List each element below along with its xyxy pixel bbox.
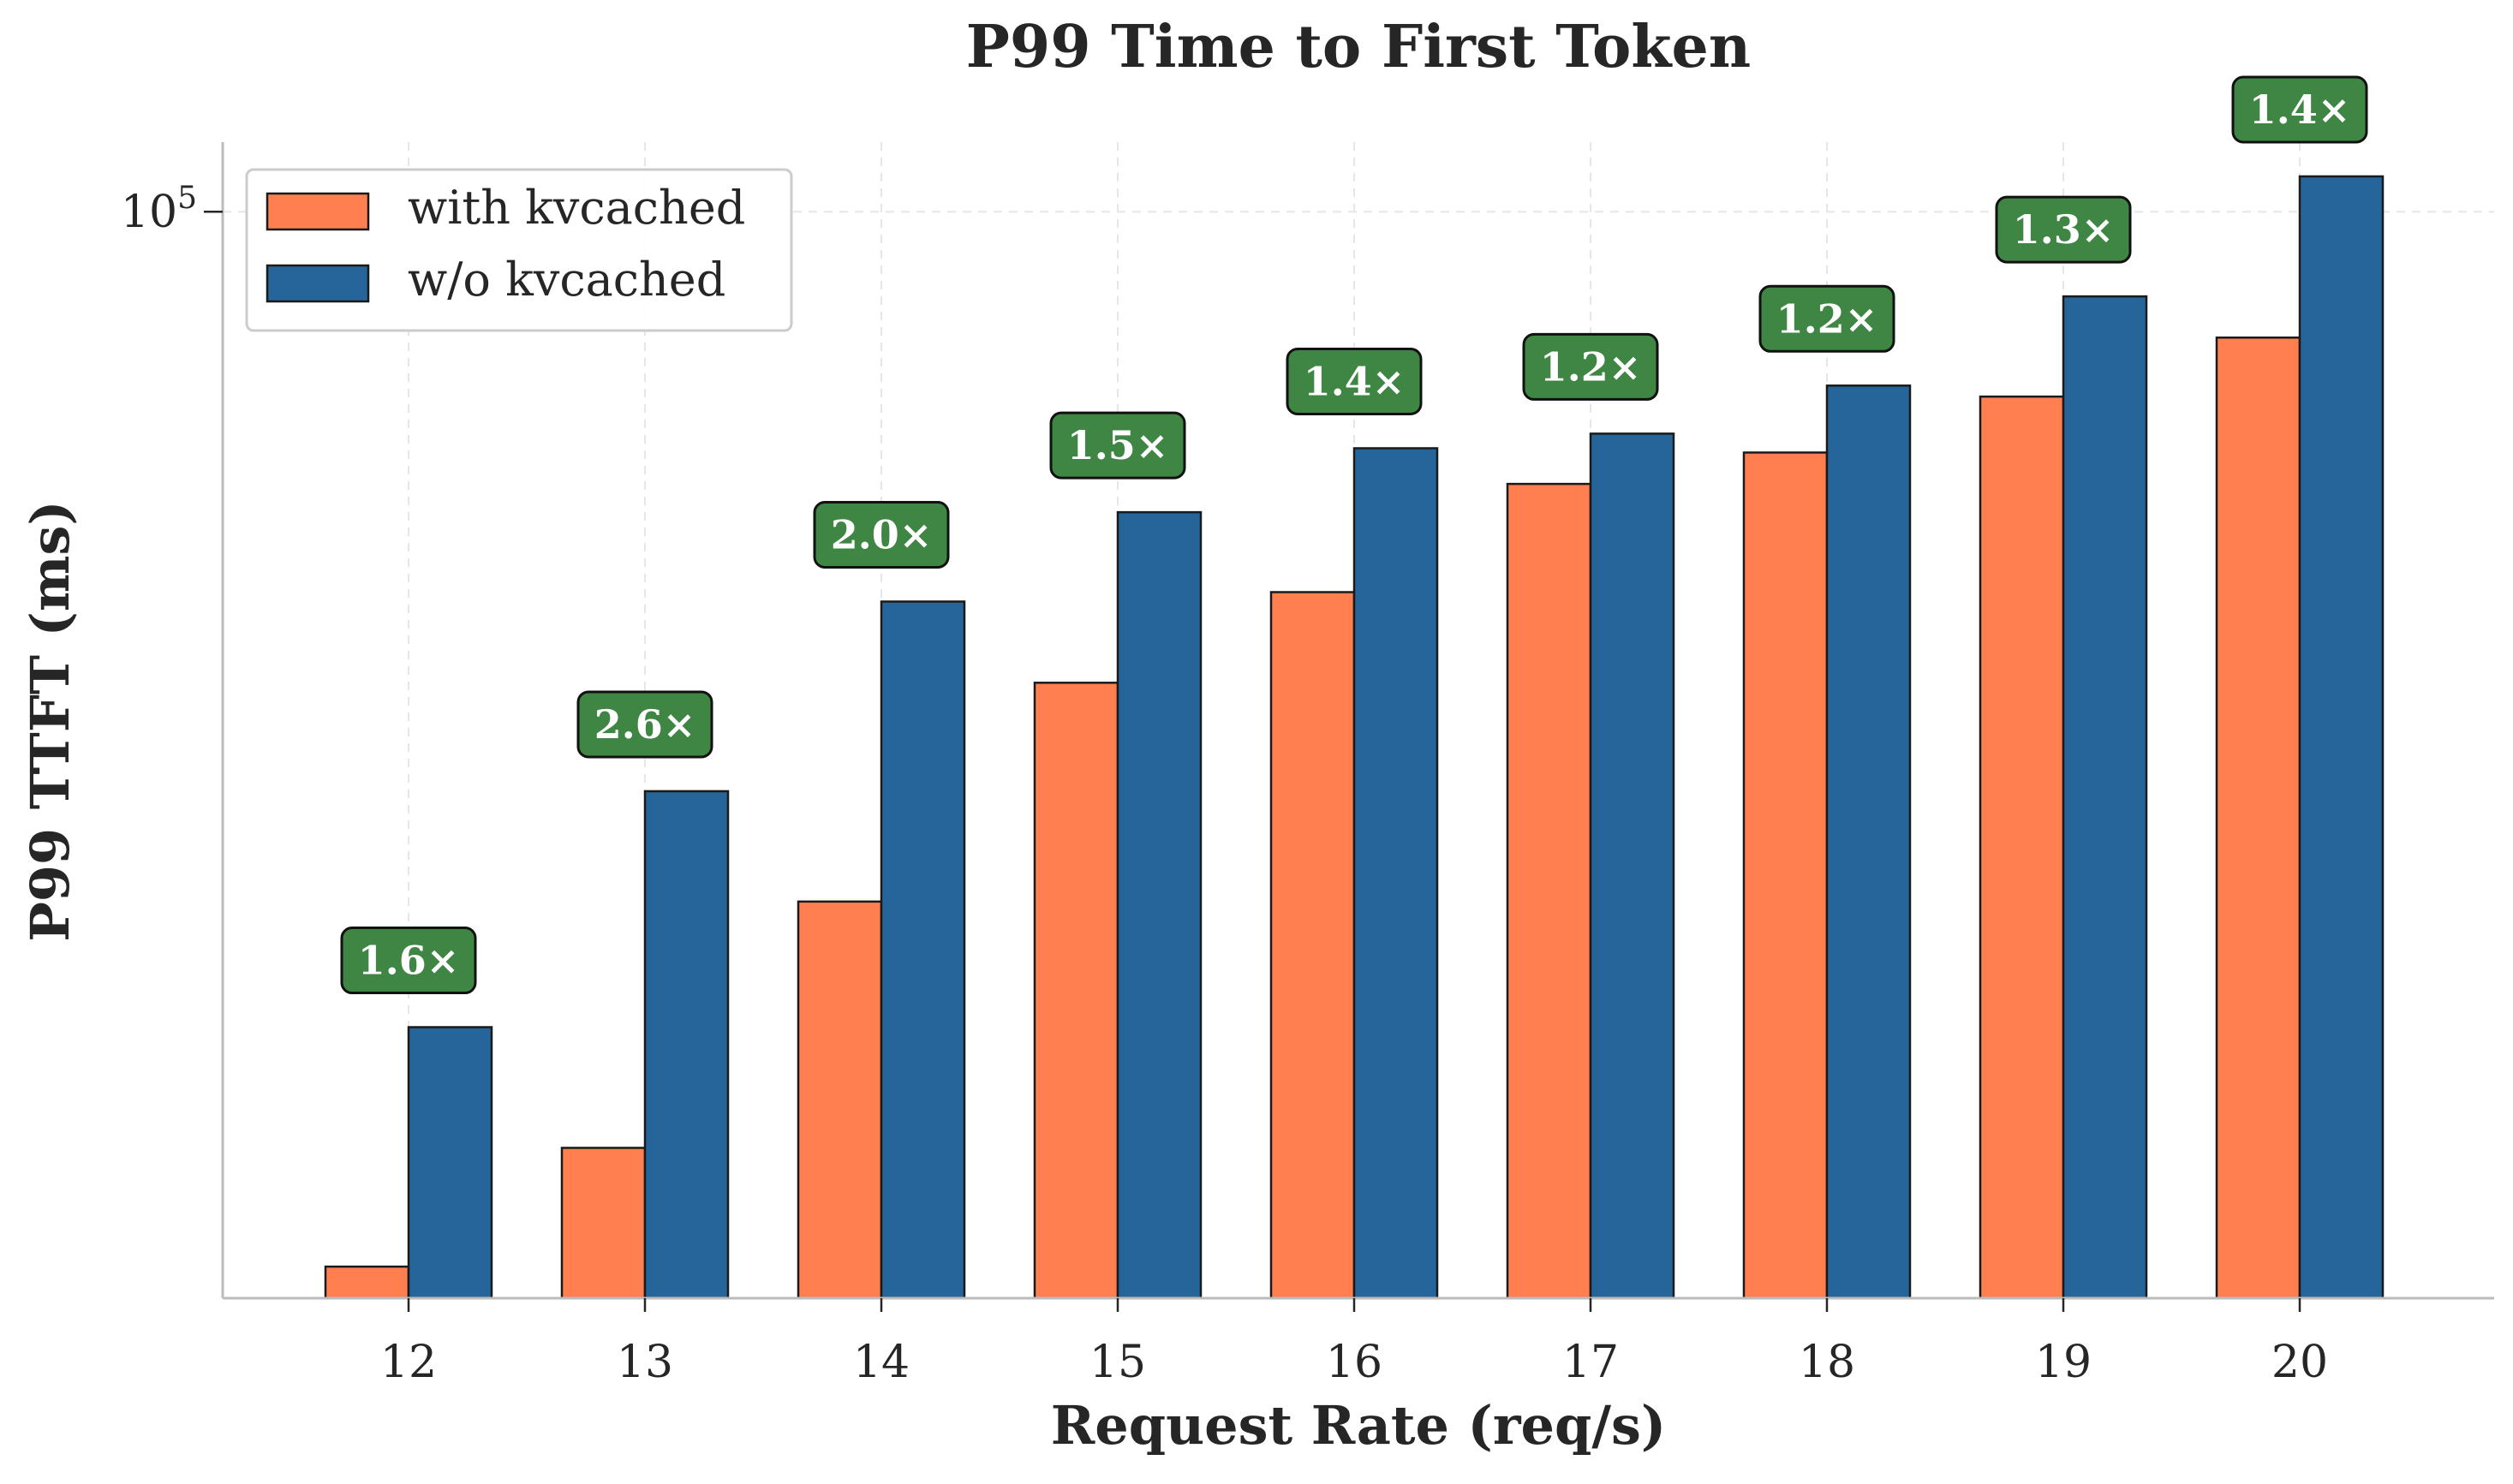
x-tick-label: 13	[617, 1337, 673, 1388]
ratio-label: 1.4×	[2249, 86, 2351, 133]
legend-swatch-with-kvcached	[266, 192, 370, 231]
bar-with-kvcached	[1506, 482, 1592, 1300]
bar-without-kvcached	[1589, 432, 1675, 1300]
bar-without-kvcached	[1352, 447, 1439, 1300]
legend: with kvcached w/o kvcached	[245, 168, 793, 332]
x-ticks: 12 13 14 15 16 17 18 19 20	[380, 1298, 2328, 1388]
y-axis-label: P99 TTFT (ms)	[19, 500, 81, 941]
ratio-label: 1.2×	[1540, 343, 1642, 390]
chart-title: P99 Time to First Token	[966, 13, 1751, 81]
y-tick-label: 105	[121, 181, 197, 238]
bar-with-kvcached	[324, 1265, 410, 1300]
legend-label-without-kvcached: w/o kvcached	[408, 253, 725, 307]
bar-with-kvcached	[2215, 336, 2301, 1300]
ratio-label: 1.6×	[358, 938, 460, 984]
ratio-label: 1.5×	[1067, 422, 1169, 468]
x-tick-label: 18	[1799, 1337, 1855, 1388]
bar-without-kvcached	[643, 790, 730, 1300]
bar-without-kvcached	[2062, 295, 2148, 1300]
ratio-annotations: 1.6× 2.6× 2.0× 1.5× 1.4× 1.2× 1.2× 1.3× 1.4×	[340, 75, 2368, 995]
ratio-badge	[340, 927, 477, 995]
ratio-label: 2.0×	[831, 511, 933, 557]
ratio-badge	[813, 500, 950, 569]
ratio-badge	[1522, 332, 1659, 401]
axes	[221, 142, 2494, 1300]
bar-without-kvcached	[880, 600, 966, 1300]
bar-with-kvcached	[1742, 451, 1829, 1300]
bar-with-kvcached	[1979, 395, 2065, 1300]
ratio-label: 1.4×	[1304, 358, 1406, 404]
ratio-badge	[1995, 195, 2132, 264]
bar-with-kvcached	[1269, 591, 1356, 1300]
ratio-badge	[1286, 347, 1423, 415]
bars	[324, 175, 2385, 1300]
bar-with-kvcached	[560, 1147, 647, 1300]
x-tick-label: 20	[2271, 1337, 2328, 1388]
ratio-badge	[576, 690, 713, 759]
ratio-badge	[1049, 411, 1186, 480]
bar-without-kvcached	[407, 1026, 493, 1300]
x-tick-label: 19	[2035, 1337, 2092, 1388]
bar-without-kvcached	[1825, 384, 1912, 1300]
legend-frame	[245, 168, 793, 332]
x-tick-label: 17	[1562, 1337, 1619, 1388]
x-tick-label: 14	[853, 1337, 910, 1388]
ratio-badge	[2231, 75, 2368, 144]
x-axis-label: Request Rate (req/s)	[1051, 1394, 1666, 1457]
ratio-badge	[1758, 284, 1895, 353]
ratio-label: 2.6×	[594, 701, 696, 748]
bar-with-kvcached	[797, 900, 883, 1300]
legend-label-with-kvcached: with kvcached	[408, 181, 745, 235]
legend-swatch-without-kvcached	[266, 264, 370, 303]
y-ticks: 105	[121, 181, 223, 238]
x-tick-label: 15	[1089, 1337, 1146, 1388]
bar-without-kvcached	[2298, 175, 2385, 1300]
bar-with-kvcached	[1033, 682, 1119, 1300]
x-tick-label: 12	[380, 1337, 437, 1388]
bar-without-kvcached	[1116, 510, 1203, 1300]
ratio-label: 1.3×	[2013, 206, 2115, 253]
ratio-label: 1.2×	[1776, 295, 1878, 342]
x-tick-label: 16	[1326, 1337, 1382, 1388]
